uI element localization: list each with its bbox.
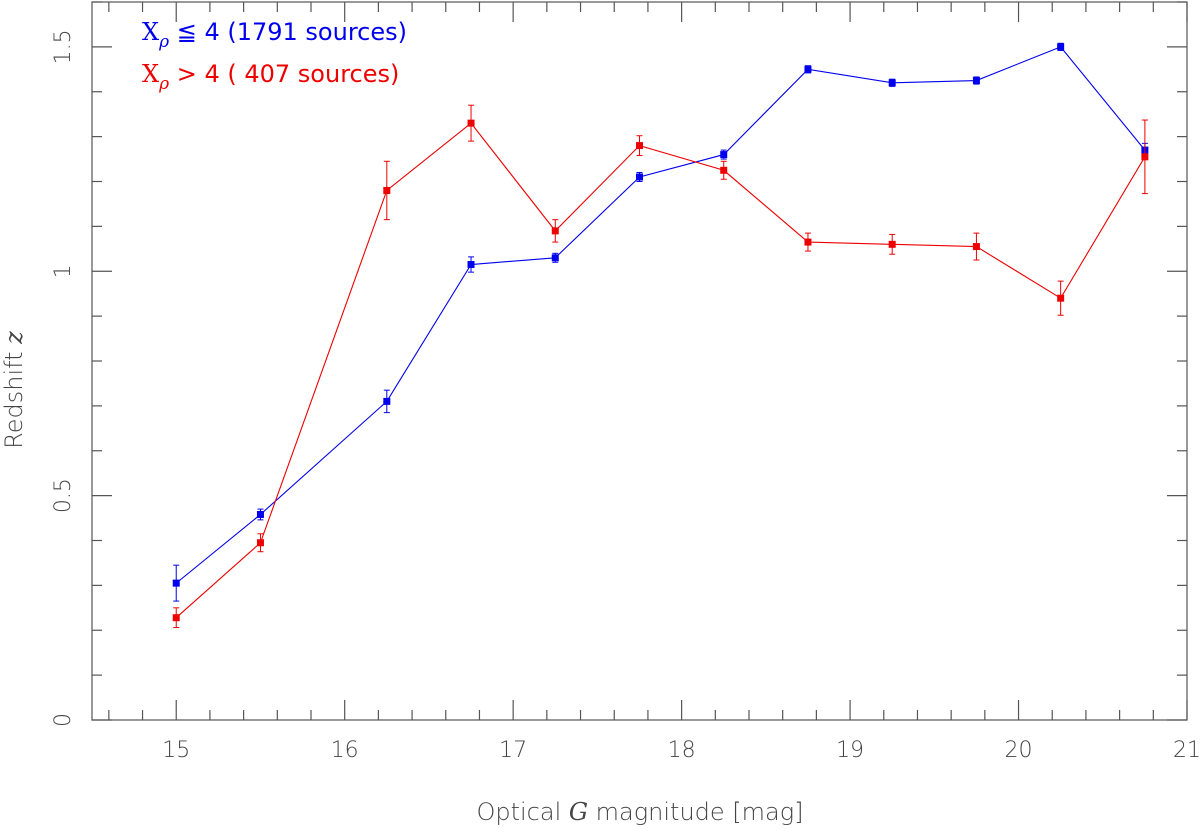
data-point xyxy=(1141,153,1149,161)
series-0 xyxy=(172,42,1149,602)
data-point xyxy=(804,238,812,246)
data-point xyxy=(551,227,559,235)
x-tick-label: 21 xyxy=(1173,738,1200,763)
axis-ticks xyxy=(92,1,1188,721)
legend-red-subscript: ρ xyxy=(158,74,169,94)
data-point xyxy=(256,539,264,547)
data-point xyxy=(172,614,180,622)
data-point xyxy=(1057,294,1065,302)
data-point xyxy=(888,79,896,87)
x-tick-label: 20 xyxy=(1005,738,1033,763)
data-point xyxy=(636,173,643,181)
legend-red-text: > 4 ( 407 sources) xyxy=(169,60,399,88)
data-point xyxy=(720,151,728,159)
data-point xyxy=(383,397,391,405)
data-point xyxy=(972,77,980,85)
data-point xyxy=(383,186,391,194)
data-point xyxy=(888,240,896,248)
legend-blue-subscript: ρ xyxy=(158,32,169,52)
legend-blue-text: ≦ 4 (1791 sources) xyxy=(169,18,407,46)
x-tick-label: 18 xyxy=(668,738,696,763)
axis-tick-labels: 15 16 17 18 19 20 21 0 0.5 1 1.5 xyxy=(51,29,1200,763)
x-tick-label: 19 xyxy=(836,738,864,763)
data-point xyxy=(172,579,180,587)
y-axis-label-prefix: Redshift xyxy=(0,344,28,449)
legend-entry-red: Xρ > 4 ( 407 sources) xyxy=(142,60,399,94)
legend-blue-symbol: X xyxy=(142,18,159,46)
plot-frame xyxy=(91,1,1188,721)
y-tick-label: 0 xyxy=(51,713,76,727)
x-axis-label-variable: G xyxy=(569,798,588,826)
y-tick-label: 0.5 xyxy=(51,478,76,513)
data-point xyxy=(972,243,980,251)
data-point xyxy=(467,119,475,127)
series-1 xyxy=(172,104,1149,629)
series-line xyxy=(175,122,1146,619)
legend: Xρ ≦ 4 (1791 sources) Xρ > 4 ( 407 sourc… xyxy=(142,18,407,94)
x-axis-label-suffix: magnitude [mag] xyxy=(588,798,803,826)
x-tick-label: 15 xyxy=(162,738,190,763)
data-point xyxy=(1057,43,1065,51)
data-point xyxy=(551,254,559,262)
x-axis-label-prefix: Optical xyxy=(476,798,568,826)
data-point xyxy=(256,510,264,518)
legend-entry-blue: Xρ ≦ 4 (1791 sources) xyxy=(142,18,407,52)
data-series xyxy=(172,42,1149,629)
legend-red-symbol: X xyxy=(142,60,159,88)
y-tick-label: 1.5 xyxy=(51,29,76,64)
x-tick-label: 16 xyxy=(331,738,359,763)
x-axis-label: Optical G magnitude [mag] xyxy=(476,798,803,826)
data-point xyxy=(636,142,643,150)
y-axis-label-variable: z xyxy=(0,331,28,345)
data-point xyxy=(804,65,812,73)
data-point xyxy=(720,166,728,174)
x-tick-label: 17 xyxy=(499,738,527,763)
series-line xyxy=(175,46,1146,584)
y-tick-label: 1 xyxy=(51,264,76,278)
data-point xyxy=(467,261,475,269)
y-axis-label: Redshift z xyxy=(0,331,28,449)
